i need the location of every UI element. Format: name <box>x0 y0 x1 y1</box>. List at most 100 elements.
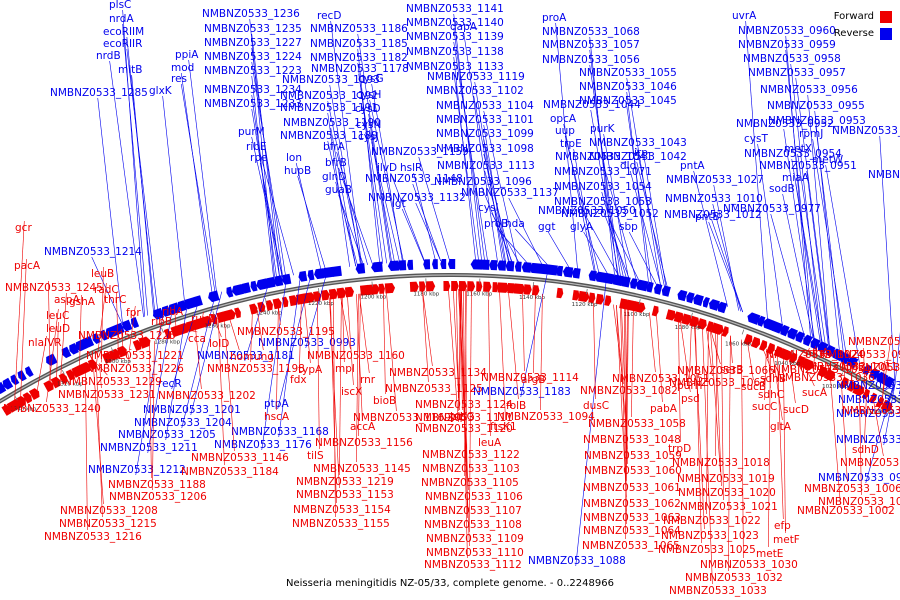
forward-leader-line <box>762 347 773 373</box>
ruler-tick <box>264 297 267 303</box>
forward-leader-line <box>129 348 132 351</box>
forward-gene-label: NMBNZ0533_0981 <box>848 336 900 348</box>
forward-leader-line <box>706 327 713 377</box>
reverse-feature-arrow <box>686 292 695 304</box>
reverse-gene-label: cysH <box>356 89 381 101</box>
forward-feature-arrow <box>409 281 419 292</box>
reverse-gene-label: trpE <box>560 138 582 150</box>
forward-gene-label: NMBNZ0533_1229 <box>64 376 162 388</box>
forward-gene-label: NMBNZ0533_1184 <box>181 466 279 478</box>
reverse-leader-line <box>865 383 895 484</box>
forward-feature-arrow <box>651 305 659 317</box>
forward-gene-label: NMBNZ0533_1107 <box>424 505 522 517</box>
ruler-tick-label: 1000 kbp <box>868 409 894 415</box>
forward-leader-line <box>747 341 754 381</box>
forward-gene-label: NMBNZ0533_1198 <box>207 363 305 375</box>
reverse-gene-label: NMBNZ0533_1119 <box>427 71 525 83</box>
ruler-tick <box>690 312 693 318</box>
forward-gene-label: sucA <box>802 387 828 399</box>
forward-leader-line <box>453 288 460 411</box>
forward-leader-line <box>36 335 47 395</box>
reverse-gene-label: NMBNZ0533_0962 <box>832 125 900 137</box>
reverse-gene-label: NMBNZ0533_1141 <box>406 3 504 15</box>
reverse-gene-label: NMBNZ0533_1045 <box>579 95 677 107</box>
reverse-gene-label: NMBNZ0533_1183 <box>473 386 571 398</box>
reverse-leader-line <box>589 36 616 277</box>
forward-feature-arrow <box>320 289 330 301</box>
reverse-gene-label: dapA <box>450 21 478 33</box>
reverse-leader-line <box>358 73 388 264</box>
forward-feature-arrow <box>451 281 459 292</box>
reverse-gene-label: NMBNZ0533_1053 <box>554 196 652 208</box>
forward-leader-line <box>508 290 519 400</box>
reverse-feature-arrow <box>17 369 27 382</box>
forward-gene-label: gltA <box>770 421 792 433</box>
reverse-feature-arrow <box>717 301 728 314</box>
forward-gene-label: NMBNZ0533_1006 <box>804 483 900 495</box>
forward-feature-arrow <box>705 320 714 332</box>
reverse-leader-line <box>453 71 480 262</box>
forward-feature-arrow <box>689 315 700 328</box>
forward-leader-line <box>772 351 783 421</box>
forward-gene-label: pip <box>450 411 467 423</box>
reverse-gene-label: dld <box>620 160 636 172</box>
ruler-tick-label: 1100 kbp <box>624 312 650 318</box>
forward-leader-line <box>339 295 342 476</box>
reverse-gene-label: NMBNZ0533_1101 <box>436 114 534 126</box>
reverse-gene-label: cysN <box>356 119 381 131</box>
reverse-leader-line <box>135 309 165 476</box>
forward-leader-line <box>257 310 264 351</box>
forward-leader-line <box>422 289 429 383</box>
reverse-feature-arrow <box>61 346 72 359</box>
reverse-feature-arrow <box>231 283 245 296</box>
reverse-feature-arrow <box>869 368 881 380</box>
reverse-gene-label: nrdB <box>96 50 121 62</box>
reverse-feature-arrow <box>387 260 400 272</box>
forward-feature-arrow <box>163 328 172 340</box>
reverse-gene-label: NMBNZ0533_1043 <box>589 137 687 149</box>
forward-gene-label: trpD <box>668 443 691 455</box>
ruler-tick-label: 1320 kbp <box>57 381 83 387</box>
reverse-gene-label: NMBNZ0533_1132 <box>368 192 466 204</box>
reverse-gene-label: NMBNZ0533_0968 <box>868 169 900 181</box>
reverse-gene-label: bfrB <box>325 157 347 169</box>
reverse-feature-arrow <box>69 342 79 355</box>
reverse-gene-label: rpmJ <box>799 128 823 140</box>
reverse-gene-label: NMBNZ0533_1193 <box>282 74 380 86</box>
forward-gene-label: NMBNZ0533_1064 <box>583 525 681 537</box>
forward-leader-line <box>803 347 810 365</box>
legend-reverse-row: Reverse <box>834 25 892 42</box>
reverse-feature-arrow <box>489 259 498 271</box>
reverse-feature-arrow <box>708 299 720 311</box>
reverse-feature-arrow <box>0 381 7 394</box>
reverse-gene-label: NMBNZ0533_1042 <box>589 151 687 163</box>
forward-leader-line <box>843 359 846 385</box>
reverse-leader-line <box>338 194 364 266</box>
reverse-gene-label: rpe <box>250 152 267 164</box>
reverse-feature-arrow <box>635 279 649 292</box>
reverse-leader-line <box>589 49 619 278</box>
ruler-tick <box>14 395 18 401</box>
reverse-gene-label: ilvD <box>377 162 397 174</box>
forward-leader-line <box>764 348 767 401</box>
forward-feature-arrow <box>249 303 258 315</box>
reverse-gene-label: cysG <box>358 73 384 85</box>
reverse-gene-label: uup <box>555 125 575 137</box>
forward-leader-line <box>820 370 823 374</box>
reverse-leader-line <box>547 231 571 270</box>
forward-feature-arrow <box>852 383 865 397</box>
forward-leader-line <box>330 297 337 504</box>
reverse-gene-label: NMBNZ0533_1056 <box>542 54 640 66</box>
reverse-leader-line <box>602 161 638 282</box>
forward-feature-arrow <box>572 289 580 301</box>
reverse-feature-arrow <box>192 295 203 307</box>
forward-gene-label: hscA <box>264 411 290 423</box>
reverse-leader-line <box>573 148 596 274</box>
reverse-feature-arrow <box>847 356 859 369</box>
reverse-leader-line <box>251 94 278 279</box>
reverse-gene-label: metW <box>812 154 844 166</box>
reverse-leader-line <box>453 41 489 262</box>
forward-feature-arrow <box>839 376 849 389</box>
reverse-leader-line <box>785 49 815 342</box>
reverse-feature-arrow <box>810 338 821 350</box>
